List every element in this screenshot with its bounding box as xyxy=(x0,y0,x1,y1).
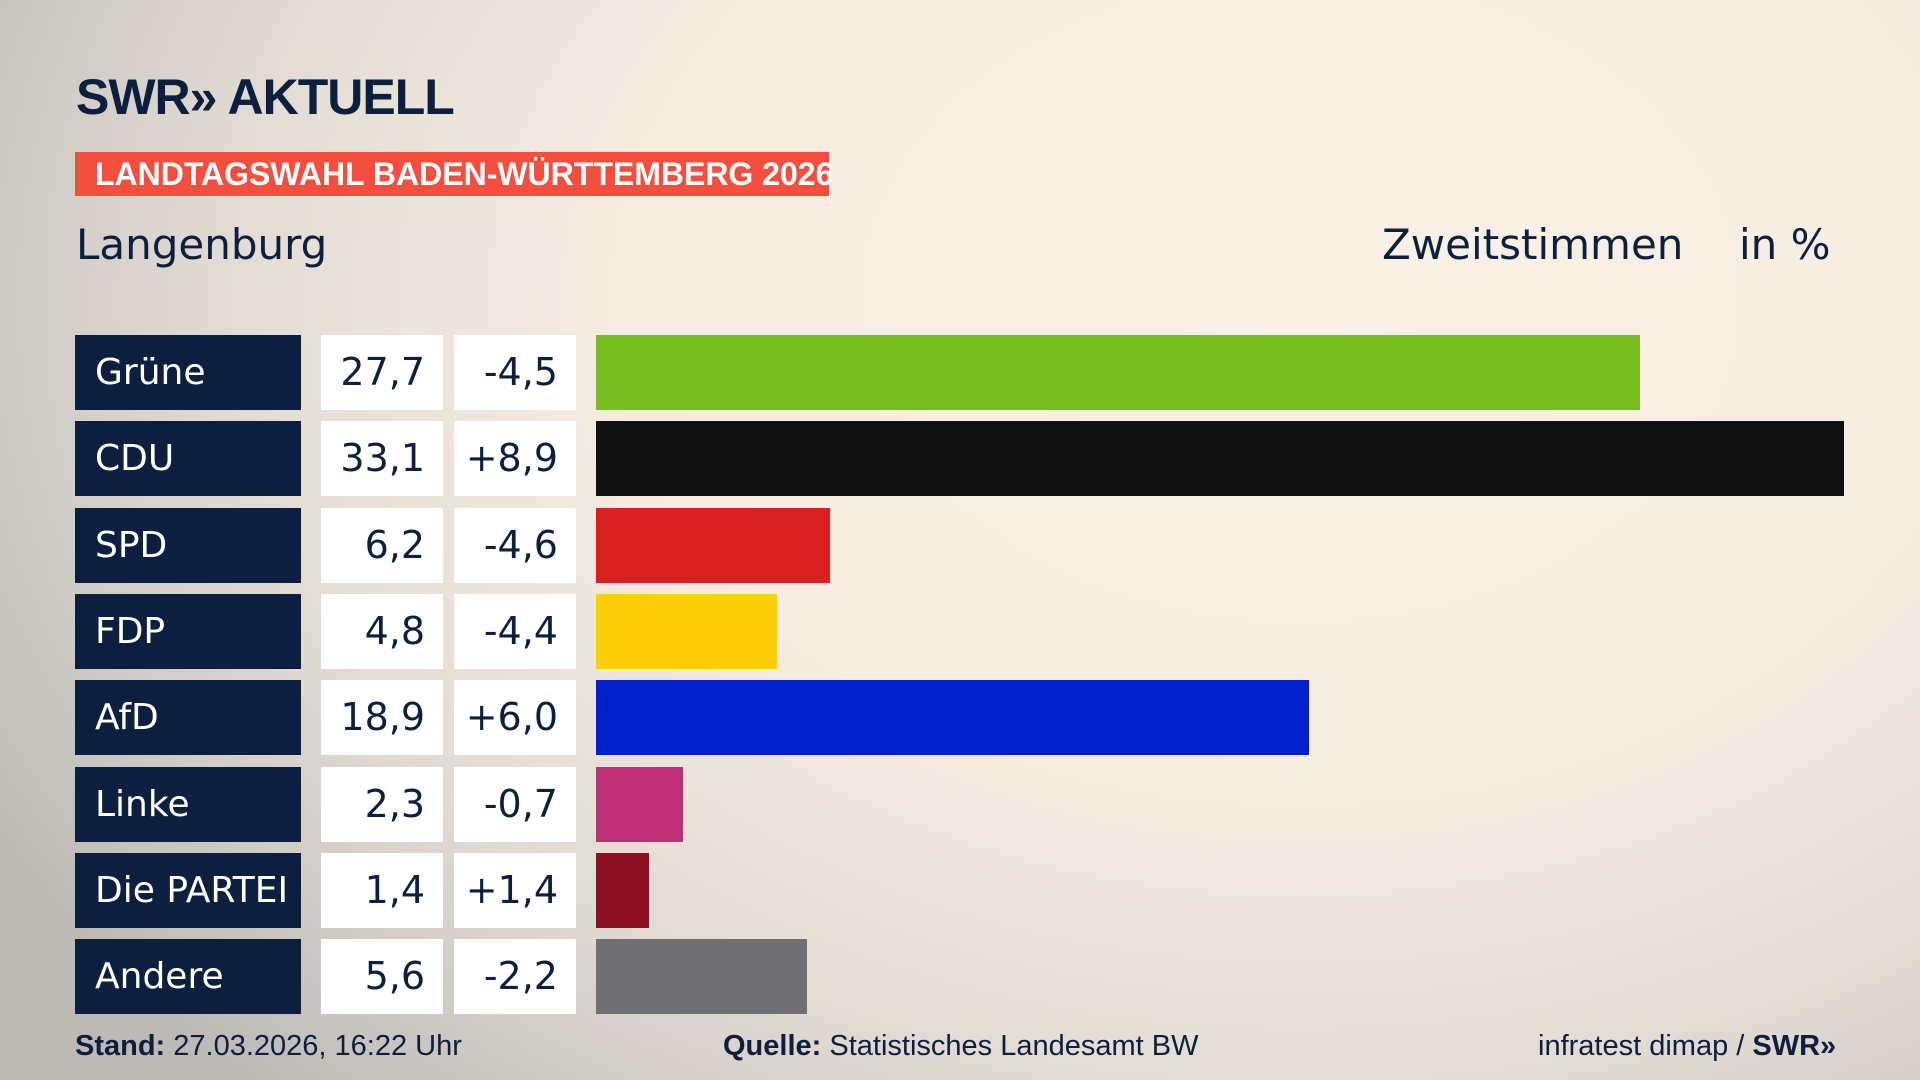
party-row: Grüne 27,7 -4,5 xyxy=(0,335,1920,410)
diff-label: -4,5 xyxy=(454,335,576,410)
bar xyxy=(596,852,649,928)
stand-value: 27.03.2026, 16:22 Uhr xyxy=(173,1030,462,1062)
region-title: Langenburg xyxy=(76,220,328,269)
value-label: 5,6 xyxy=(321,939,443,1015)
diff-label: -4,6 xyxy=(454,507,576,583)
party-label: Die PARTEI xyxy=(75,852,301,928)
value-label: 18,9 xyxy=(321,680,443,756)
bar xyxy=(596,766,683,842)
swr-brand: SWR» xyxy=(1752,1030,1837,1062)
bar xyxy=(596,335,1641,410)
party-row: Die PARTEI 1,4 +1,4 xyxy=(0,852,1920,928)
diff-label: -0,7 xyxy=(454,766,576,842)
party-row: AfD 18,9 +6,0 xyxy=(0,680,1920,756)
bar xyxy=(596,421,1844,497)
stand-label: Stand: xyxy=(75,1030,166,1062)
party-label: Grüne xyxy=(75,335,301,410)
bar xyxy=(596,680,1309,756)
credit-info: infratest dimap / SWR» xyxy=(1538,1030,1836,1063)
credit-text: infratest dimap / xyxy=(1538,1030,1745,1062)
unit-label: in % xyxy=(1739,220,1831,269)
party-label: Andere xyxy=(75,939,301,1015)
party-row: Andere 5,6 -2,2 xyxy=(0,939,1920,1015)
value-label: 27,7 xyxy=(321,335,443,410)
vote-type-label: Zweitstimmen xyxy=(1382,220,1684,269)
diff-label: +1,4 xyxy=(454,852,576,928)
value-label: 33,1 xyxy=(321,421,443,497)
bar xyxy=(596,593,777,669)
diff-label: -2,2 xyxy=(454,939,576,1015)
source-info: Quelle: Statistisches Landesamt BW xyxy=(723,1030,1198,1063)
party-row: Linke 2,3 -0,7 xyxy=(0,766,1920,842)
swr-aktuell-logo: SWR» AKTUELL xyxy=(76,69,455,125)
value-label: 4,8 xyxy=(321,593,443,669)
party-row: CDU 33,1 +8,9 xyxy=(0,421,1920,497)
source-label: Quelle: xyxy=(723,1030,822,1062)
value-label: 2,3 xyxy=(321,766,443,842)
party-label: FDP xyxy=(75,593,301,669)
bar xyxy=(596,939,808,1015)
bar xyxy=(596,507,830,583)
diff-label: +6,0 xyxy=(454,680,576,756)
value-label: 1,4 xyxy=(321,852,443,928)
party-label: AfD xyxy=(75,680,301,756)
election-banner: LANDTAGSWAHL BADEN-WÜRTTEMBERG 2026 xyxy=(75,152,833,196)
stand-info: Stand: 27.03.2026, 16:22 Uhr xyxy=(75,1030,462,1063)
party-row: SPD 6,2 -4,6 xyxy=(0,507,1920,583)
party-label: SPD xyxy=(75,507,301,583)
party-row: FDP 4,8 -4,4 xyxy=(0,593,1920,669)
diff-label: +8,9 xyxy=(454,421,576,497)
party-label: Linke xyxy=(75,766,301,842)
party-label: CDU xyxy=(75,421,301,497)
diff-label: -4,4 xyxy=(454,593,576,669)
value-label: 6,2 xyxy=(321,507,443,583)
source-value: Statistisches Landesamt BW xyxy=(829,1030,1199,1062)
